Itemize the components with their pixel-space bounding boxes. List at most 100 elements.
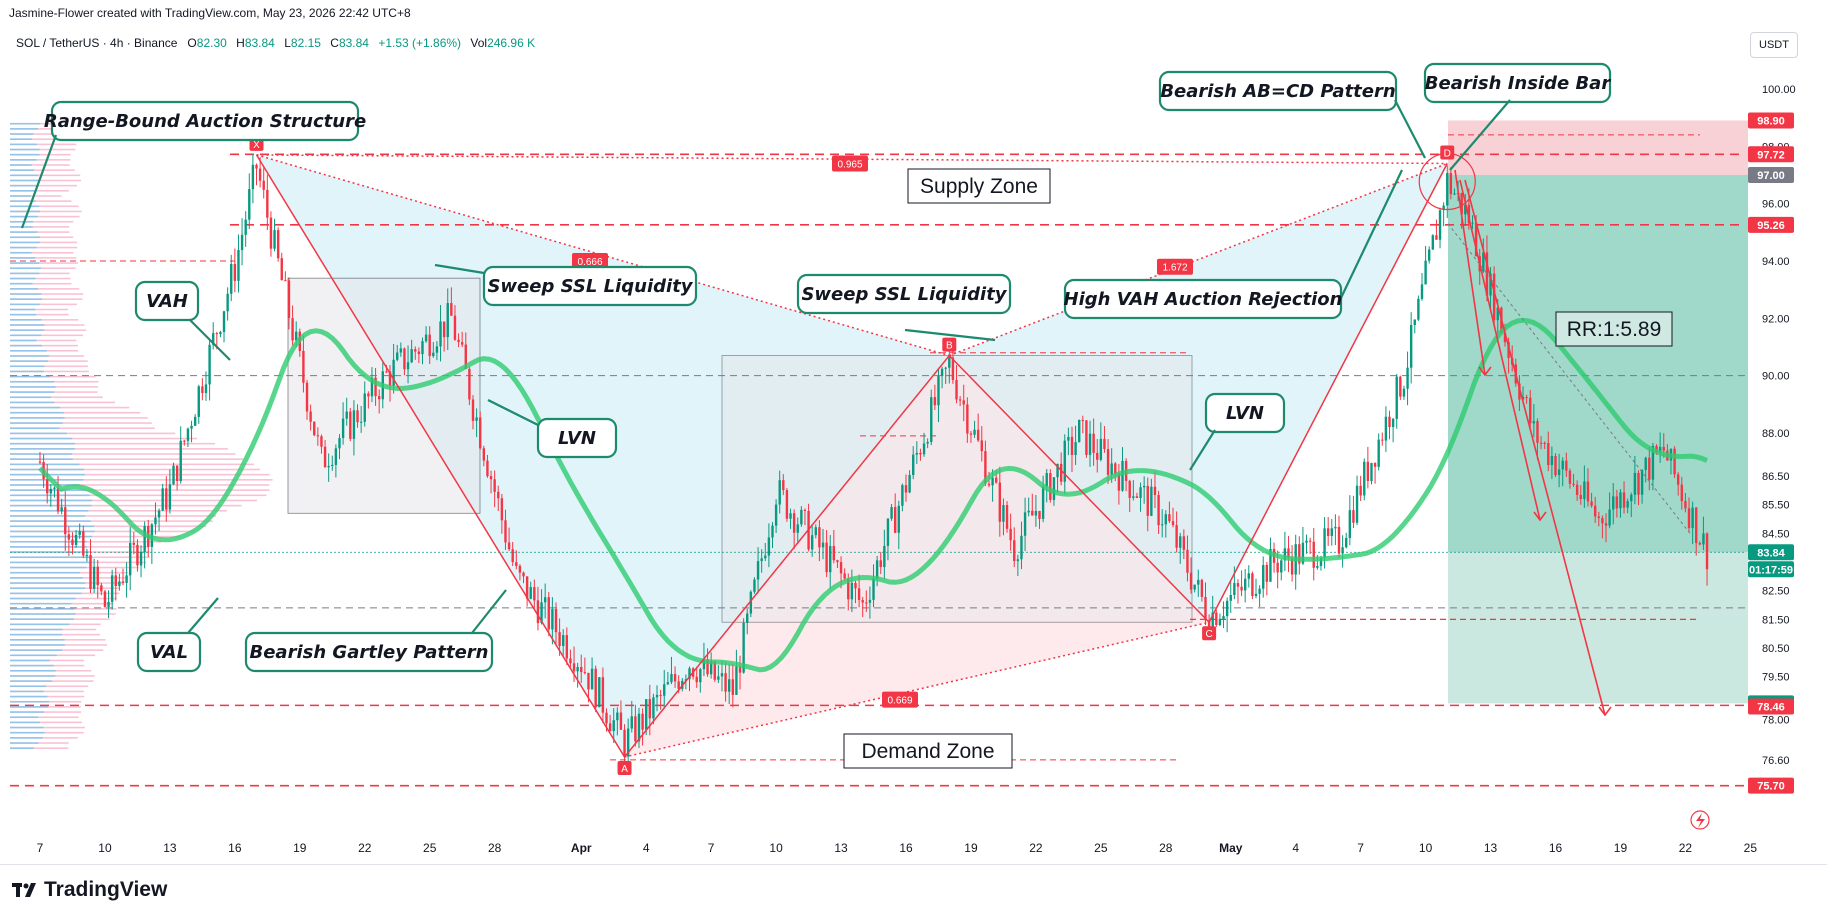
annotation-pointer [1339, 169, 1403, 301]
x-tick-label: 25 [1094, 841, 1108, 855]
annotation-4: Sweep SSL Liquidity [434, 263, 698, 307]
candle-body [1359, 485, 1362, 496]
annotation-text: Bearish Inside Bar [1425, 73, 1612, 94]
annotation-box [482, 265, 698, 307]
candle-body [1031, 510, 1034, 516]
candle-body [1381, 439, 1384, 441]
candle-body [1612, 496, 1615, 510]
candle-body [1052, 477, 1056, 500]
candle-body [634, 716, 637, 742]
candle-body [255, 164, 258, 169]
pattern-point-A: A [617, 760, 632, 775]
vp-bar-sell [10, 422, 152, 424]
candle-body [1366, 461, 1370, 481]
candle-body [1027, 510, 1030, 513]
price-badge-bg [1748, 166, 1794, 183]
fib-ratio-text: 0.965 [837, 159, 862, 170]
candle-body [1593, 505, 1597, 517]
pattern-point-D: D [1440, 145, 1455, 160]
vp-bar-sell [10, 143, 77, 146]
annotation-text: Bearish Gartley Pattern [250, 642, 489, 663]
candle-body [1135, 496, 1139, 498]
candle-body [1492, 273, 1496, 321]
tradingview-logo: TradingView [12, 878, 167, 902]
vp-bar-buy [10, 587, 85, 590]
candle-body [1586, 481, 1590, 502]
currency-button[interactable]: USDT [1750, 32, 1798, 58]
ohlc-change: +1.53 (+1.86%) [378, 36, 462, 50]
candle-body [266, 189, 269, 218]
vp-bar-sell [10, 231, 70, 233]
candle-body [861, 600, 864, 603]
x-tick-label: 13 [1484, 841, 1498, 855]
candle-body [118, 581, 121, 587]
candle-body [1673, 448, 1676, 475]
candle-body [951, 357, 955, 380]
vp-bar-buy [10, 133, 34, 135]
vp-bar-buy [10, 747, 34, 749]
vp-bar-sell [10, 190, 69, 192]
vp-bar-buy [10, 267, 41, 270]
candle-body [1363, 461, 1366, 496]
candle-body [735, 666, 738, 695]
candle-body [850, 582, 854, 600]
vp-bar-buy [10, 282, 33, 285]
candle-body [352, 410, 356, 439]
candle-body [1200, 579, 1204, 597]
vp-bar-sell [10, 174, 81, 177]
candle-body [1417, 298, 1420, 320]
candle-body [1280, 560, 1283, 573]
candle-body [1189, 572, 1193, 590]
candle-body [1597, 516, 1600, 518]
annotation-text: Bearish AB=CD Pattern [1160, 81, 1395, 102]
vp-bar-sell [10, 262, 79, 264]
candle-body [1619, 492, 1622, 509]
candle-body [486, 460, 489, 477]
vp-bar-buy [10, 540, 88, 543]
vp-bar-buy [10, 257, 36, 259]
candle-body [540, 602, 543, 624]
y-tick-label: 81.50 [1762, 614, 1790, 626]
candle-body [641, 713, 644, 730]
vp-bar-buy [10, 525, 95, 528]
candle-body [287, 280, 291, 319]
candle-body [562, 635, 565, 647]
candle-body [1658, 446, 1662, 453]
candle-body [1547, 443, 1550, 466]
annotation-7: VAH [134, 280, 231, 361]
candle-body [955, 379, 958, 400]
candle-body [96, 566, 99, 586]
vp-bar-buy [10, 365, 45, 368]
candle-body [1702, 533, 1705, 545]
x-tick-label: 19 [293, 841, 307, 855]
annotation-0: Range-Bound Auction Structure [20, 100, 366, 229]
vp-bar-buy [10, 680, 52, 682]
vp-bar-sell [10, 721, 82, 724]
vp-bar-sell [10, 251, 74, 254]
fib-ratio-badge [1157, 258, 1193, 275]
annotation-8: VAL [136, 597, 219, 673]
vp-bar-buy [10, 200, 36, 202]
candle-body [197, 386, 200, 417]
candle-body [1002, 505, 1005, 522]
candle-body [222, 311, 226, 332]
vp-bar-buy [10, 138, 32, 140]
candle-body [446, 303, 449, 338]
vp-bar-sell [10, 690, 84, 693]
annotation-box [1555, 311, 1673, 347]
candle-body [1521, 397, 1525, 400]
vp-bar-buy [10, 406, 61, 409]
vp-bar-sell [10, 411, 141, 414]
fib-ratio-2: 0.669 [882, 691, 918, 708]
candle-body [569, 658, 572, 664]
candle-body [764, 555, 767, 559]
candle-body [933, 397, 937, 406]
candle-body [248, 189, 251, 220]
candle-body [998, 482, 1002, 522]
x-tick-label: 7 [37, 841, 44, 855]
candle-body [475, 417, 478, 421]
vp-bar-sell [10, 747, 69, 749]
candle-body [1034, 510, 1038, 516]
